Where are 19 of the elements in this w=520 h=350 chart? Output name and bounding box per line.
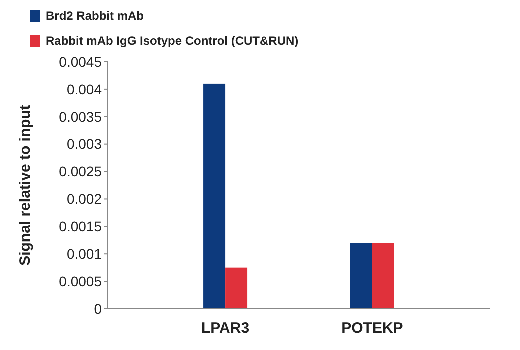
y-axis-title: Signal relative to input [17,105,34,266]
bar [226,268,248,309]
y-tick-label: 0.003 [66,136,102,152]
x-tick-label: LPAR3 [202,320,250,337]
legend-label: Brd2 Rabbit mAb [46,9,144,24]
legend-label: Rabbit mAb IgG Isotype Control (CUT&RUN) [46,34,299,48]
y-tick-label: 0.0005 [59,273,102,290]
y-tick-label: 0.002 [66,191,102,208]
y-tick-label: 0.001 [66,246,102,262]
y-tick-label: 0.0025 [59,164,102,180]
y-tick-label: 0.0015 [59,218,102,235]
y-tick-label: 0.0035 [59,108,102,125]
y-tick-label: 0.0045 [59,54,102,70]
bar [350,243,372,309]
bar [204,84,226,309]
bar [372,243,394,309]
y-tick-label: 0 [94,300,102,317]
y-tick-label: 0.004 [66,81,102,98]
x-tick-label: POTEKP [342,320,404,337]
